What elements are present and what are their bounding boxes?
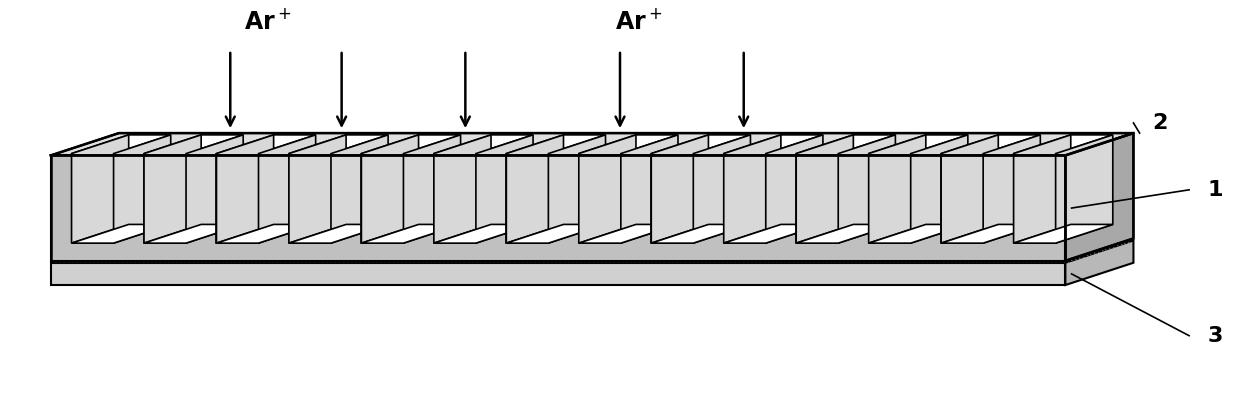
- Polygon shape: [51, 263, 1065, 285]
- Polygon shape: [579, 135, 636, 243]
- Polygon shape: [1013, 153, 1055, 243]
- Polygon shape: [651, 153, 693, 243]
- Polygon shape: [361, 153, 403, 243]
- Polygon shape: [621, 135, 678, 243]
- Polygon shape: [403, 135, 460, 243]
- Polygon shape: [217, 135, 316, 153]
- Polygon shape: [72, 153, 114, 243]
- Polygon shape: [217, 224, 316, 243]
- Polygon shape: [796, 224, 895, 243]
- Polygon shape: [51, 133, 1133, 155]
- Polygon shape: [476, 135, 533, 243]
- Polygon shape: [651, 135, 750, 153]
- Text: 2: 2: [1152, 113, 1167, 133]
- Polygon shape: [941, 135, 998, 243]
- Polygon shape: [910, 135, 968, 243]
- Polygon shape: [289, 153, 331, 243]
- Polygon shape: [838, 135, 895, 243]
- Polygon shape: [579, 224, 678, 243]
- Polygon shape: [289, 135, 346, 243]
- Polygon shape: [1055, 135, 1112, 243]
- Polygon shape: [217, 135, 274, 243]
- Polygon shape: [1065, 133, 1133, 261]
- Polygon shape: [289, 224, 388, 243]
- Polygon shape: [869, 224, 968, 243]
- Polygon shape: [693, 135, 750, 243]
- Polygon shape: [869, 135, 968, 153]
- Polygon shape: [869, 153, 910, 243]
- Polygon shape: [186, 135, 243, 243]
- Polygon shape: [1013, 135, 1071, 243]
- Polygon shape: [51, 240, 1133, 263]
- Polygon shape: [724, 224, 823, 243]
- Polygon shape: [506, 224, 605, 243]
- Polygon shape: [144, 135, 201, 243]
- Polygon shape: [217, 153, 258, 243]
- Polygon shape: [579, 135, 678, 153]
- Polygon shape: [941, 135, 1040, 153]
- Polygon shape: [941, 153, 983, 243]
- Polygon shape: [506, 153, 548, 243]
- Polygon shape: [144, 153, 186, 243]
- Polygon shape: [579, 153, 621, 243]
- Polygon shape: [434, 224, 533, 243]
- Polygon shape: [258, 135, 316, 243]
- Polygon shape: [651, 135, 708, 243]
- Polygon shape: [941, 224, 1040, 243]
- Polygon shape: [724, 135, 781, 243]
- Polygon shape: [869, 135, 926, 243]
- Polygon shape: [434, 135, 491, 243]
- Text: Ar$^+$: Ar$^+$: [615, 9, 662, 34]
- Polygon shape: [796, 135, 895, 153]
- Polygon shape: [796, 153, 838, 243]
- Polygon shape: [361, 224, 460, 243]
- Polygon shape: [331, 135, 388, 243]
- Polygon shape: [434, 135, 533, 153]
- Text: 3: 3: [1208, 326, 1223, 346]
- Polygon shape: [114, 135, 171, 243]
- Polygon shape: [144, 224, 243, 243]
- Polygon shape: [724, 135, 823, 153]
- Text: 1: 1: [1208, 180, 1223, 200]
- Text: Ar$^+$: Ar$^+$: [243, 9, 291, 34]
- Polygon shape: [72, 135, 171, 153]
- Polygon shape: [1013, 224, 1112, 243]
- Polygon shape: [796, 135, 853, 243]
- Polygon shape: [1013, 135, 1112, 153]
- Polygon shape: [766, 135, 823, 243]
- Polygon shape: [548, 135, 605, 243]
- Polygon shape: [506, 135, 563, 243]
- Polygon shape: [361, 135, 460, 153]
- Polygon shape: [506, 135, 605, 153]
- Polygon shape: [51, 155, 1065, 261]
- Polygon shape: [72, 135, 129, 243]
- Polygon shape: [1065, 240, 1133, 285]
- Polygon shape: [983, 135, 1040, 243]
- Polygon shape: [724, 153, 766, 243]
- Polygon shape: [72, 224, 171, 243]
- Polygon shape: [434, 153, 476, 243]
- Polygon shape: [144, 135, 243, 153]
- Polygon shape: [289, 135, 388, 153]
- Polygon shape: [361, 135, 419, 243]
- Polygon shape: [651, 224, 750, 243]
